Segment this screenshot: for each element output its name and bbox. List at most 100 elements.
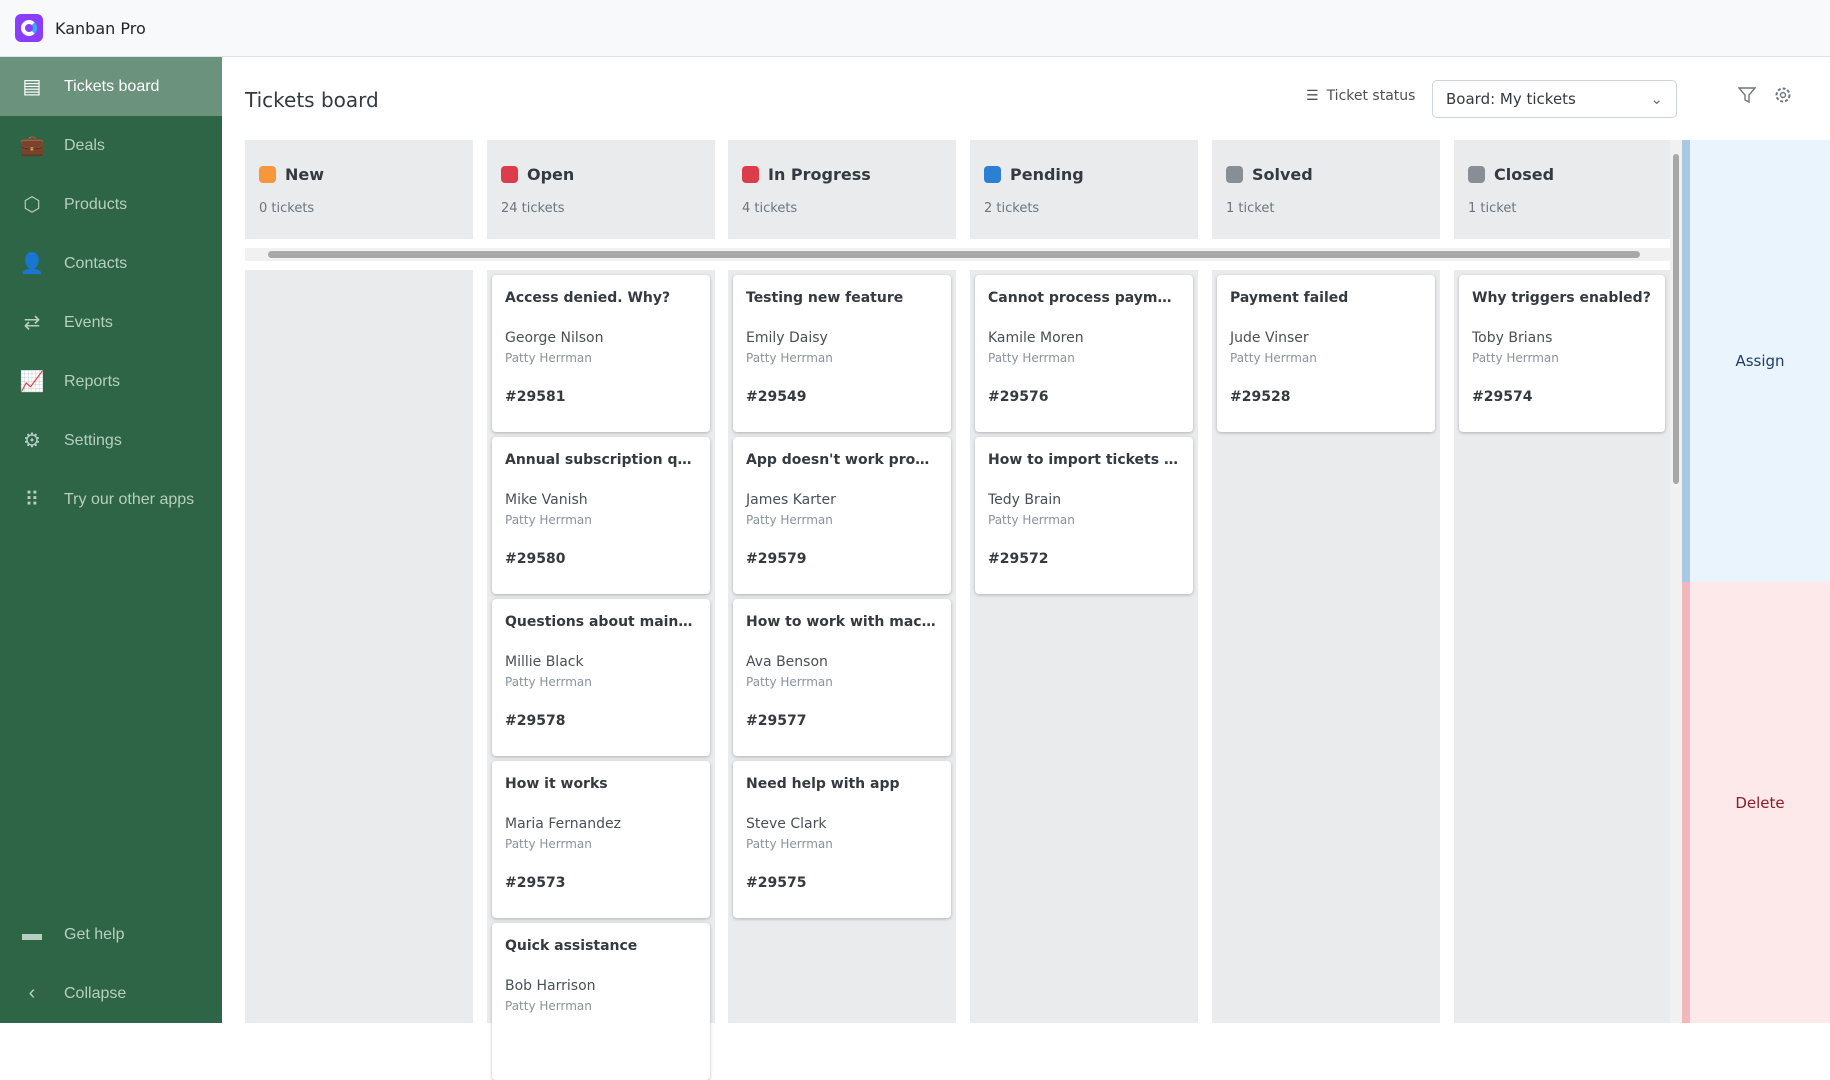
vertical-scrollbar[interactable] (1670, 140, 1682, 1023)
ticket-contact: Millie Black (505, 654, 584, 670)
sidebar-item-get-help[interactable]: ▬ Get help (0, 905, 222, 964)
ticket-title: Quick assistance (505, 938, 638, 954)
ticket-title: How it works (505, 776, 608, 792)
chart-icon: 📈 (19, 371, 45, 393)
ticket-agent: Patty Herrman (505, 675, 592, 689)
sidebar-item-contacts[interactable]: 👤 Contacts (0, 234, 222, 293)
ticket-card[interactable]: Why triggers enabled? Toby Brians Patty He… (1459, 275, 1665, 432)
box-icon: ⬡ (23, 194, 41, 216)
ticket-card[interactable]: How to work with macros Ava Benson Patty H… (733, 599, 951, 756)
ticket-agent: Patty Herrman (988, 513, 1075, 527)
ticket-icon: ▤ (22, 76, 42, 98)
ticket-agent: Patty Herrman (746, 513, 833, 527)
ticket-contact: Jude Vinser (1230, 330, 1309, 346)
ticket-id: #29578 (505, 713, 566, 729)
status-color-icon (259, 166, 276, 183)
status-color-icon (984, 166, 1001, 183)
column-body (245, 270, 473, 1023)
list-icon: ☰ (1306, 88, 1319, 104)
ticket-count: 1 ticket (1226, 201, 1275, 216)
ticket-id: #29580 (505, 551, 566, 567)
sidebar: ▤ Tickets board 💼 Deals ⬡ Products 👤 Contacts ⇄ E… (0, 57, 222, 1023)
app-name: Kanban Pro (55, 18, 146, 38)
ticket-title: Annual subscription que... (505, 452, 697, 468)
column-body: Why triggers enabled? Toby Brians Patty He… (1454, 270, 1670, 1023)
ticket-card[interactable]: How to import tickets fr... Tedy Brain Pat… (975, 437, 1193, 594)
ticket-title: Cannot process payment (988, 290, 1180, 306)
ticket-title: Access denied. Why? (505, 290, 671, 306)
ticket-status-button[interactable]: ☰ Ticket status (1306, 88, 1416, 104)
ticket-card[interactable]: Questions about main fe... Millie Black Pa… (492, 599, 710, 756)
horizontal-scrollbar[interactable] (245, 248, 1670, 261)
top-bar: Kanban Pro (0, 0, 1830, 57)
ticket-card[interactable]: Access denied. Why? George Nilson Patty He… (492, 275, 710, 432)
ticket-id: #29576 (988, 389, 1049, 405)
column-header-in-progress: In Progress 4 tickets (728, 140, 956, 239)
page-title: Tickets board (245, 88, 379, 112)
ticket-agent: Patty Herrman (1230, 351, 1317, 365)
column-body: Testing new feature Emily Daisy Patty Herr… (728, 270, 956, 1023)
status-color-icon (742, 166, 759, 183)
ticket-title: Why triggers enabled? (1472, 290, 1651, 306)
ticket-card[interactable]: Annual subscription que... Mike Vanish Pat… (492, 437, 710, 594)
sidebar-item-products[interactable]: ⬡ Products (0, 175, 222, 234)
ticket-card[interactable]: Payment failed Jude Vinser Patty Herrman #2… (1217, 275, 1435, 432)
ticket-agent: Patty Herrman (505, 351, 592, 365)
briefcase-icon: 💼 (19, 135, 45, 157)
ticket-title: Payment failed (1230, 290, 1349, 306)
ticket-card[interactable]: Need help with app Steve Clark Patty Herrm… (733, 761, 951, 918)
ticket-agent: Patty Herrman (505, 837, 592, 851)
ticket-contact: James Karter (746, 492, 836, 508)
filter-icon[interactable] (1737, 86, 1757, 110)
arrows-icon: ⇄ (23, 312, 41, 334)
sidebar-item-tickets-board[interactable]: ▤ Tickets board (0, 57, 222, 116)
ticket-count: 2 tickets (984, 201, 1040, 216)
ticket-card[interactable]: Quick assistance Bob Harrison Patty Herrma… (492, 923, 710, 1080)
ticket-card[interactable]: App doesn't work properly James Karter Pat… (733, 437, 951, 594)
chevron-down-icon: ⌄ (1650, 90, 1663, 108)
ticket-agent: Patty Herrman (505, 999, 592, 1013)
ticket-count: 1 ticket (1468, 201, 1517, 216)
ticket-card[interactable]: How it works Maria Fernandez Patty Herrman… (492, 761, 710, 918)
status-color-icon (501, 166, 518, 183)
chat-icon: ▬ (22, 923, 42, 945)
grid-icon: ⠿ (24, 489, 40, 511)
ticket-card[interactable]: Testing new feature Emily Daisy Patty Herr… (733, 275, 951, 432)
column-header-solved: Solved 1 ticket (1212, 140, 1440, 239)
ticket-id: #29574 (1472, 389, 1533, 405)
ticket-id: #29575 (746, 875, 807, 891)
ticket-agent: Patty Herrman (505, 513, 592, 527)
ticket-title: How to import tickets fr... (988, 452, 1180, 468)
ticket-title: How to work with macros (746, 614, 938, 630)
sidebar-item-events[interactable]: ⇄ Events (0, 293, 222, 352)
ticket-title: App doesn't work properly (746, 452, 938, 468)
ticket-contact: Steve Clark (746, 816, 827, 832)
status-color-icon (1226, 166, 1243, 183)
ticket-contact: Ava Benson (746, 654, 828, 670)
board-select[interactable]: Board: My tickets ⌄ (1432, 80, 1677, 118)
column-header-closed: Closed 1 ticket (1454, 140, 1682, 239)
sidebar-item-settings[interactable]: ⚙ Settings (0, 411, 222, 470)
sidebar-item-try-our-other-apps[interactable]: ⠿ Try our other apps (0, 470, 222, 529)
column-header-pending: Pending 2 tickets (970, 140, 1198, 239)
ticket-card[interactable]: Cannot process payment Kamile Moren Patty … (975, 275, 1193, 432)
ticket-title: Questions about main fe... (505, 614, 697, 630)
ticket-count: 0 tickets (259, 201, 315, 216)
chevron-left-icon: ‹ (28, 982, 36, 1004)
delete-drop-zone[interactable]: Delete (1682, 582, 1830, 1023)
contacts-icon: 👤 (19, 253, 45, 275)
ticket-agent: Patty Herrman (746, 675, 833, 689)
column-body: Access denied. Why? George Nilson Patty He… (487, 270, 715, 1080)
settings-gear-icon[interactable] (1774, 86, 1792, 110)
ticket-agent: Patty Herrman (746, 837, 833, 851)
ticket-id: #29577 (746, 713, 807, 729)
ticket-contact: Mike Vanish (505, 492, 588, 508)
ticket-count: 24 tickets (501, 201, 565, 216)
ticket-title: Testing new feature (746, 290, 904, 306)
sidebar-item-reports[interactable]: 📈 Reports (0, 352, 222, 411)
sidebar-item-collapse[interactable]: ‹ Collapse (0, 964, 222, 1023)
ticket-id: #29528 (1230, 389, 1291, 405)
sidebar-item-deals[interactable]: 💼 Deals (0, 116, 222, 175)
assign-drop-zone[interactable]: Assign (1682, 140, 1830, 582)
ticket-agent: Patty Herrman (1472, 351, 1559, 365)
